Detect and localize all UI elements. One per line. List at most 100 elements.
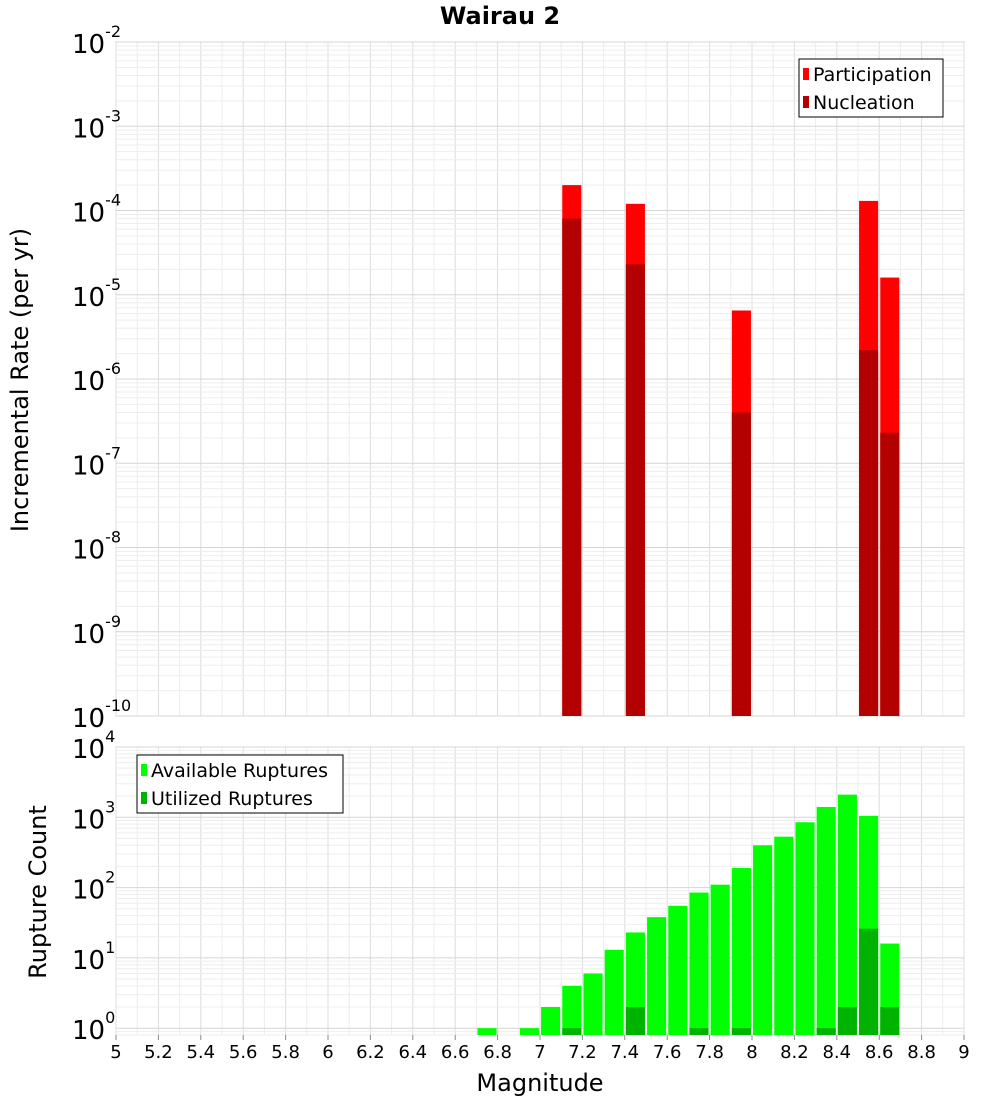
top-series-b-bar [625,264,645,716]
bot-series-b-bar [562,1028,582,1035]
x-tick-label: 5.4 [186,1042,215,1063]
y-tick-base: 10 [72,199,105,229]
y-tick-exponent: -4 [105,191,121,210]
y-tick-base: 10 [72,704,105,734]
x-tick-label: 8.6 [865,1042,894,1063]
bottom-grid [115,746,965,1036]
x-tick-label: 6.4 [398,1042,427,1063]
x-tick-label: 8.2 [780,1042,809,1063]
legend-box [136,754,344,814]
y-tick-exponent: 1 [105,938,115,957]
y-tick-base: 10 [72,451,105,481]
y-tick-base: 10 [72,283,105,313]
bot-series-a-bar [519,1028,539,1035]
y-tick-base: 10 [72,114,105,144]
y-tick-label: 10-6 [72,359,121,397]
y-tick-exponent: -3 [105,106,121,125]
y-tick-label: 104 [72,727,115,765]
bot-series-a-bar [647,917,667,1035]
y-tick-exponent: -2 [105,22,121,41]
bot-series-a-bar [837,794,857,1035]
chart-title: Wairau 2 [440,2,560,30]
x-tick-label: 7.6 [653,1042,682,1063]
x-tick-label: 6.8 [483,1042,512,1063]
bot-series-b-bar [880,1007,900,1035]
legend-swatch [803,68,809,80]
y-tick-base: 10 [72,946,105,976]
y-tick-base: 10 [72,536,105,566]
x-tick-label: 5.8 [271,1042,300,1063]
y-tick-label: 10-10 [72,696,131,734]
top-bars [562,185,900,716]
x-axis-label: Magnitude [476,1069,603,1097]
x-tick-label: 7 [534,1042,545,1063]
bot-series-b-bar [689,1028,709,1035]
bot-series-a-bar [477,1028,497,1035]
x-tick-label: 5.6 [229,1042,258,1063]
y-tick-base: 10 [72,735,105,765]
bot-series-a-bar [795,822,815,1035]
y-tick-base: 10 [72,1016,105,1046]
legend-label: Participation [813,64,932,86]
bot-series-a-bar [604,949,624,1035]
bot-series-a-bar [583,973,603,1035]
x-tick-label: 6.6 [441,1042,470,1063]
bottom-x-ticks: 5 5.2 5.4 5.6 5.8 6 6.2 6.4 6.6 6.8 7 7.2 7.4 7.6 7.8 8… [110,1035,970,1063]
y-tick-label: 10-4 [72,191,121,229]
x-tick-label: 5.2 [144,1042,173,1063]
y-tick-base: 10 [72,876,105,906]
legend-label: Nucleation [813,92,915,114]
y-tick-exponent: -5 [105,275,121,294]
top-series-b-bar [859,350,879,716]
y-tick-label: 10-8 [72,528,121,566]
top-series-b-bar [880,432,900,716]
y-tick-label: 10-2 [72,22,121,60]
x-tick-label: 9 [958,1042,969,1063]
legend-swatch [141,792,147,804]
y-tick-label: 10-5 [72,275,121,313]
bot-series-a-bar [668,905,688,1035]
y-tick-exponent: 3 [105,797,115,816]
legend-swatch [803,96,809,108]
legend-swatch [141,764,147,776]
x-tick-label: 6.2 [356,1042,385,1063]
top-series-b-bar [731,412,751,716]
y-tick-label: 101 [72,938,115,976]
bot-series-a-bar [753,845,773,1035]
y-tick-exponent: -8 [105,528,121,547]
x-tick-label: 8.4 [822,1042,851,1063]
legend-label: Available Ruptures [151,760,328,782]
bottom-bars [477,794,900,1035]
bot-series-a-bar [541,1007,561,1035]
x-tick-label: 5 [110,1042,121,1063]
bottom-y-axis-label: Rupture Count [24,805,52,979]
bot-series-a-bar [731,867,751,1035]
y-tick-label: 102 [72,868,115,906]
y-tick-label: 103 [72,797,115,835]
top-series-b-bar [562,218,582,716]
bot-series-b-bar [625,1007,645,1035]
x-tick-label: 6 [322,1042,333,1063]
y-tick-base: 10 [72,367,105,397]
y-tick-exponent: -9 [105,612,121,631]
bot-series-a-bar [774,836,794,1035]
y-tick-base: 10 [72,30,105,60]
x-tick-label: 7.4 [610,1042,639,1063]
y-tick-exponent: -10 [105,696,131,715]
x-tick-label: 8 [746,1042,757,1063]
legend-box [798,58,944,118]
bot-series-a-bar [816,807,836,1035]
y-tick-label: 10-7 [72,443,121,481]
bot-series-b-bar [859,928,879,1035]
x-tick-label: 8.8 [907,1042,936,1063]
top-legend: Participation Nucleation [798,58,944,118]
top-y-axis-label: Incremental Rate (per yr) [6,228,34,532]
x-tick-label: 7.2 [568,1042,597,1063]
bot-series-b-bar [731,1028,751,1035]
y-tick-exponent: 2 [105,868,115,887]
y-tick-exponent: -6 [105,359,121,378]
